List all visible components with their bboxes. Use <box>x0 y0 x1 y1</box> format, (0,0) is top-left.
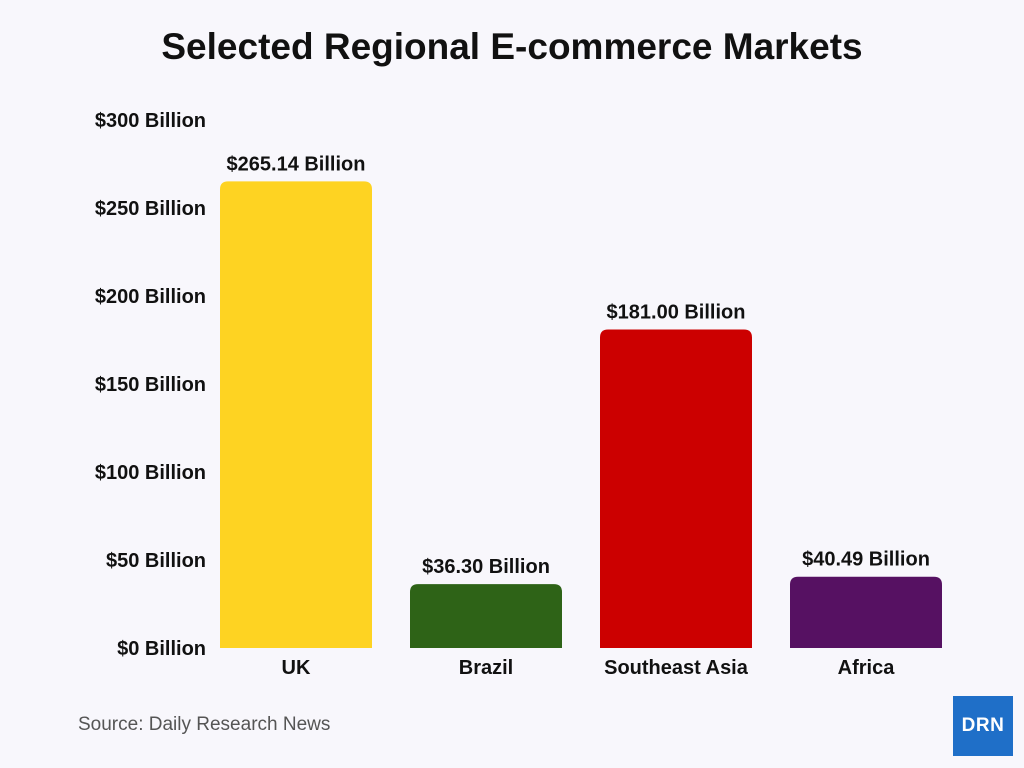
y-tick-label: $100 Billion <box>95 462 206 484</box>
chart-title: Selected Regional E-commerce Markets <box>161 26 863 67</box>
x-tick-label: UK <box>282 657 311 679</box>
y-tick-label: $200 Billion <box>95 286 206 308</box>
bar-uk <box>220 181 372 648</box>
x-axis-ticks: UK Brazil Southeast Asia Africa <box>282 657 896 679</box>
y-tick-label: $300 Billion <box>95 110 206 132</box>
y-axis-ticks: $0 Billion $50 Billion $100 Billion $150 Bi… <box>95 110 206 660</box>
data-label: $265.14 Billion <box>227 153 366 175</box>
y-tick-label: $50 Billion <box>106 550 206 572</box>
y-tick-label: $250 Billion <box>95 198 206 220</box>
y-tick-label: $0 Billion <box>117 638 206 660</box>
drn-logo: DRN <box>953 696 1013 756</box>
bar-africa <box>790 576 942 648</box>
y-tick-label: $150 Billion <box>95 374 206 396</box>
bar-southeast-asia <box>600 329 752 648</box>
x-tick-label: Southeast Asia <box>604 657 749 679</box>
data-label: $36.30 Billion <box>422 556 550 578</box>
bars <box>220 181 942 648</box>
data-label: $40.49 Billion <box>802 549 930 571</box>
x-tick-label: Brazil <box>459 657 513 679</box>
data-label: $181.00 Billion <box>607 301 746 323</box>
data-labels: $265.14 Billion $36.30 Billion $181.00 Bil… <box>227 153 930 578</box>
x-tick-label: Africa <box>838 657 896 679</box>
bar-brazil <box>410 584 562 648</box>
source-note: Source: Daily Research News <box>78 714 331 735</box>
